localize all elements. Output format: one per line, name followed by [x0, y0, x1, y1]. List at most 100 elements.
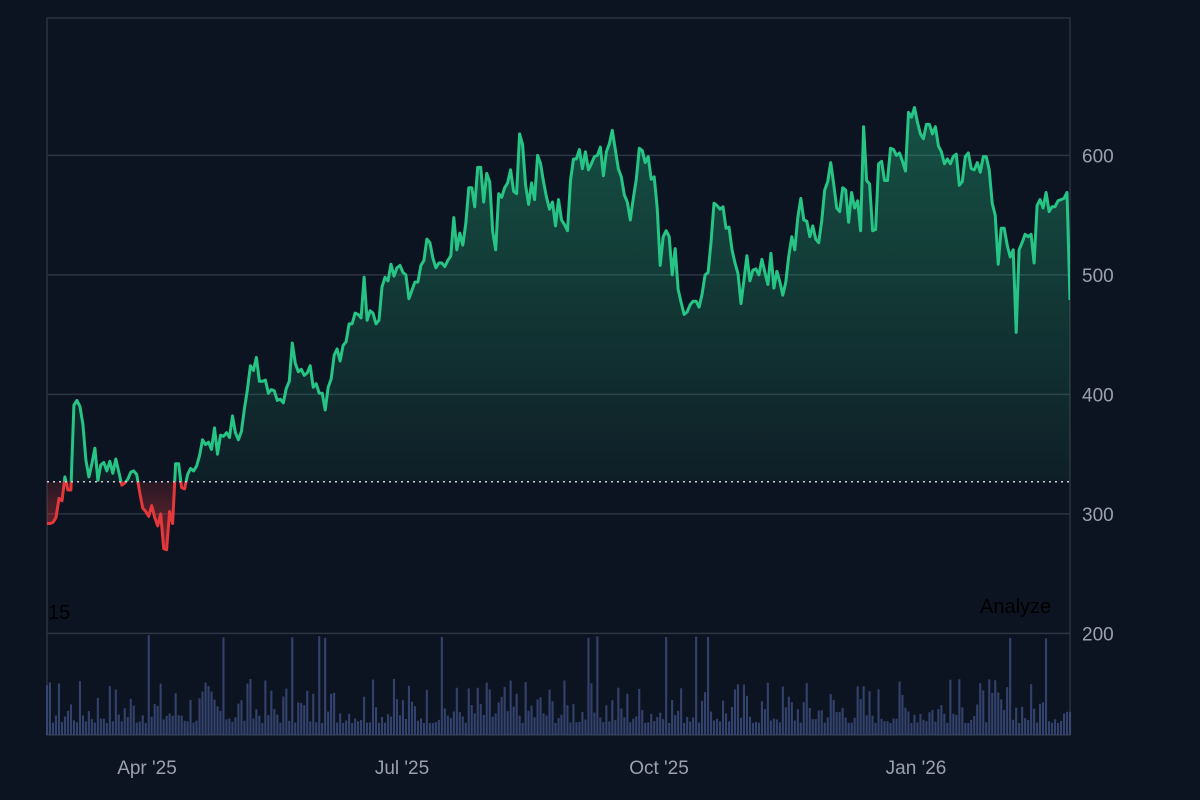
volume-bar [835, 712, 838, 735]
volume-bar [886, 721, 889, 735]
volume-bar [174, 693, 177, 735]
volume-bar [982, 690, 985, 735]
volume-bar [75, 722, 78, 735]
volume-bar [916, 722, 919, 735]
volume-bar [716, 718, 719, 735]
volume-bar [219, 710, 222, 735]
volume-bar [674, 715, 677, 735]
volume-bar [521, 723, 524, 735]
volume-bar [973, 716, 976, 735]
volume-bar [725, 713, 728, 735]
volume-bar [303, 705, 306, 735]
volume-bar [506, 711, 509, 735]
volume-bar [970, 719, 973, 735]
volume-bar [808, 708, 811, 735]
volume-bar [404, 719, 407, 735]
analyze-button[interactable]: Analyze [980, 596, 1052, 618]
volume-bar [144, 722, 147, 735]
volume-bar [907, 711, 910, 735]
volume-bar [1060, 720, 1063, 735]
volume-bar [1057, 723, 1060, 735]
volume-bar [937, 709, 940, 735]
volume-bar [195, 720, 198, 735]
volume-bar [1033, 708, 1036, 735]
volume-bar [366, 722, 369, 735]
volume-bar [231, 721, 234, 735]
volume-bar [775, 719, 778, 735]
volume-bar [548, 689, 551, 735]
volume-bar [446, 715, 449, 735]
volume-bar [204, 682, 207, 735]
volume-bar [515, 693, 518, 735]
volume-bar [372, 679, 375, 735]
volume-bar [536, 699, 539, 735]
volume-bar [766, 682, 769, 735]
volume-bar [874, 722, 877, 735]
volume-bar [955, 715, 958, 735]
volume-bar [820, 710, 823, 735]
volume-bar [946, 722, 949, 735]
volume-bar [150, 716, 153, 735]
volume-bar [689, 721, 692, 735]
volume-bar [611, 700, 614, 735]
volume-bar [736, 684, 739, 735]
volume-bar [704, 692, 707, 735]
volume-bar [410, 701, 413, 735]
volume-bar [419, 718, 422, 735]
volume-bar [823, 722, 826, 735]
volume-bar [557, 718, 560, 735]
volume-bar [449, 717, 452, 735]
volume-bar [919, 714, 922, 735]
volume-bar [1030, 684, 1033, 735]
volume-bar [617, 687, 620, 735]
volume-bar [81, 715, 84, 735]
volume-bar [719, 721, 722, 735]
x-tick-label: Apr '25 [117, 758, 177, 779]
volume-bar [470, 705, 473, 735]
volume-bar [246, 683, 249, 735]
x-tick-label: Oct '25 [629, 758, 689, 779]
volume-bar [60, 722, 63, 735]
volume-bar [901, 694, 904, 735]
volume-bar [653, 721, 656, 735]
volume-bar [988, 679, 991, 735]
volume-bar [889, 723, 892, 735]
volume-bar [1018, 723, 1021, 735]
volume-bar [581, 712, 584, 735]
volume-max-label: 15 [48, 602, 71, 624]
volume-bar [291, 637, 294, 735]
volume-bar [838, 712, 841, 735]
volume-bar [760, 701, 763, 735]
volume-bar [479, 704, 482, 735]
volume-bar [237, 703, 240, 735]
volume-bar [728, 721, 731, 735]
volume-bar [1051, 722, 1054, 735]
volume-bar [389, 716, 392, 735]
volume-bar [96, 697, 99, 735]
volume-bar [72, 720, 75, 735]
volume-bar [608, 721, 611, 735]
volume-bar [153, 703, 156, 735]
volume-bar [763, 709, 766, 735]
volume-bar [84, 721, 87, 735]
volume-bar [1042, 702, 1045, 735]
volume-bar [832, 699, 835, 735]
volume-bar [593, 712, 596, 735]
volume-bar [210, 691, 213, 735]
volume-bar [324, 637, 327, 735]
volume-bar [485, 682, 488, 735]
volume-bar [976, 704, 979, 735]
volume-bar [273, 709, 276, 735]
volume-bar [575, 722, 578, 735]
y-tick-label: 600 [1082, 146, 1114, 167]
volume-bar [318, 636, 321, 735]
volume-bar [952, 713, 955, 735]
volume-bar [165, 715, 168, 735]
volume-bar [285, 688, 288, 735]
volume-bar [605, 705, 608, 735]
volume-bar [1009, 637, 1012, 735]
volume-bar [267, 715, 270, 735]
volume-bar [57, 683, 60, 735]
volume-bar [111, 721, 114, 735]
